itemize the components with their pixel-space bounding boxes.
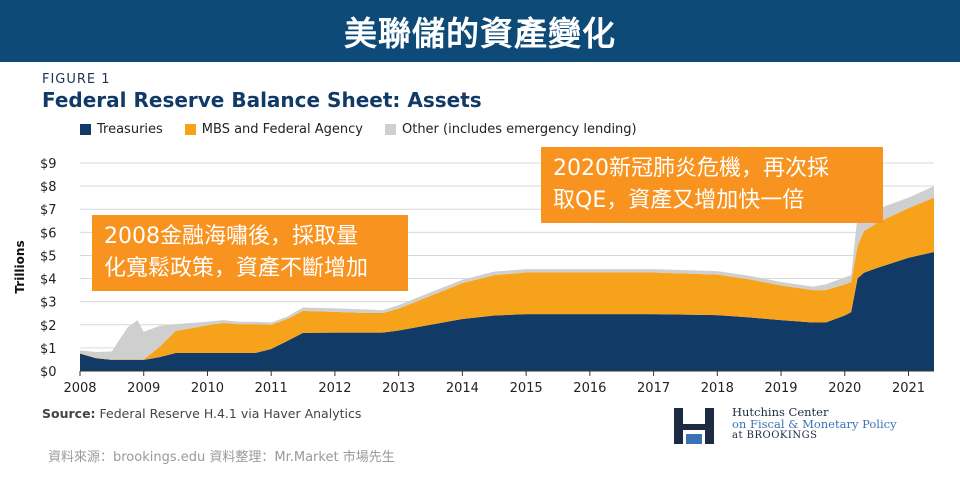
callout-2020-line2: 取QE，資產又增加快一倍 bbox=[553, 188, 805, 213]
source-label: Source: bbox=[42, 406, 96, 421]
area-series-treasuries bbox=[80, 251, 934, 371]
y-tick-label: $4 bbox=[40, 273, 57, 288]
hutchins-brookings-logo: Hutchins Center on Fiscal & Monetary Pol… bbox=[672, 406, 942, 446]
x-tick-label: 2011 bbox=[255, 381, 288, 396]
x-tick-label: 2012 bbox=[318, 381, 351, 396]
legend-item-other: Other (includes emergency lending) bbox=[384, 122, 637, 137]
y-tick-label: $1 bbox=[40, 342, 57, 357]
callout-2020: 2020新冠肺炎危機，再次採 取QE，資產又增加快一倍 bbox=[541, 147, 883, 223]
x-tick-label: 2008 bbox=[63, 381, 96, 396]
y-tick-label: $6 bbox=[40, 226, 57, 241]
legend-item-mbs: MBS and Federal Agency bbox=[184, 122, 363, 137]
x-tick-label: 2021 bbox=[892, 381, 925, 396]
callout-2008: 2008金融海嘯後，採取量 化寬鬆政策，資產不斷增加 bbox=[92, 215, 408, 291]
callout-2008-line1: 2008金融海嘯後，採取量 bbox=[104, 224, 358, 249]
x-tick-label: 2014 bbox=[446, 381, 479, 396]
x-tick-label: 2019 bbox=[764, 381, 797, 396]
x-tick-label: 2016 bbox=[573, 381, 606, 396]
y-axis-label: Trillions bbox=[13, 240, 27, 293]
callout-2020-line1: 2020新冠肺炎危機，再次採 bbox=[553, 156, 829, 181]
logo-text: Hutchins Center on Fiscal & Monetary Pol… bbox=[732, 406, 897, 442]
figure-label: FIGURE 1 bbox=[42, 72, 111, 87]
x-tick-label: 2013 bbox=[382, 381, 415, 396]
area-series-other bbox=[80, 186, 934, 360]
source-text: Federal Reserve H.4.1 via Haver Analytic… bbox=[99, 406, 362, 421]
legend-label-treasuries: Treasuries bbox=[97, 122, 163, 137]
x-tick-label: 2020 bbox=[828, 381, 861, 396]
logo-line3: at BROOKINGS bbox=[732, 430, 818, 441]
y-tick-label: $0 bbox=[40, 365, 57, 380]
chart-title: Federal Reserve Balance Sheet: Assets bbox=[42, 88, 482, 112]
y-tick-label: $8 bbox=[40, 180, 57, 195]
legend-swatch-treasuries bbox=[80, 124, 91, 135]
x-tick-label: 2010 bbox=[191, 381, 224, 396]
data-credit: 資料來源：brookings.edu 資料整理：Mr.Market 市場先生 bbox=[48, 450, 395, 465]
chart-legend: Treasuries MBS and Federal Agency Other … bbox=[80, 122, 637, 137]
legend-label-mbs: MBS and Federal Agency bbox=[201, 122, 363, 137]
x-tick-label: 2015 bbox=[510, 381, 543, 396]
logo-line2: on Fiscal & Monetary Policy bbox=[732, 417, 897, 431]
logo-line1: Hutchins Center bbox=[732, 405, 829, 419]
legend-swatch-mbs bbox=[184, 124, 196, 135]
legend-label-other: Other (includes emergency lending) bbox=[401, 122, 637, 137]
legend-item-treasuries: Treasuries bbox=[80, 122, 163, 137]
legend-swatch-other bbox=[384, 124, 396, 135]
title-banner: 美聯儲的資產變化 bbox=[0, 0, 960, 62]
x-tick-label: 2018 bbox=[701, 381, 734, 396]
x-tick-label: 2017 bbox=[637, 381, 670, 396]
y-tick-label: $2 bbox=[40, 319, 57, 334]
hutchins-h-logo-icon bbox=[674, 408, 714, 444]
area-series-mbs bbox=[80, 197, 934, 360]
page-title: 美聯儲的資產變化 bbox=[344, 14, 616, 53]
y-tick-label: $5 bbox=[40, 249, 57, 264]
callout-2008-line2: 化寬鬆政策，資產不斷增加 bbox=[104, 256, 369, 281]
y-tick-label: $7 bbox=[40, 203, 57, 218]
y-tick-label: $3 bbox=[40, 296, 57, 311]
x-tick-label: 2009 bbox=[127, 381, 160, 396]
source-note: Source: Federal Reserve H.4.1 via Haver … bbox=[42, 406, 361, 421]
y-tick-label: $9 bbox=[40, 157, 57, 172]
